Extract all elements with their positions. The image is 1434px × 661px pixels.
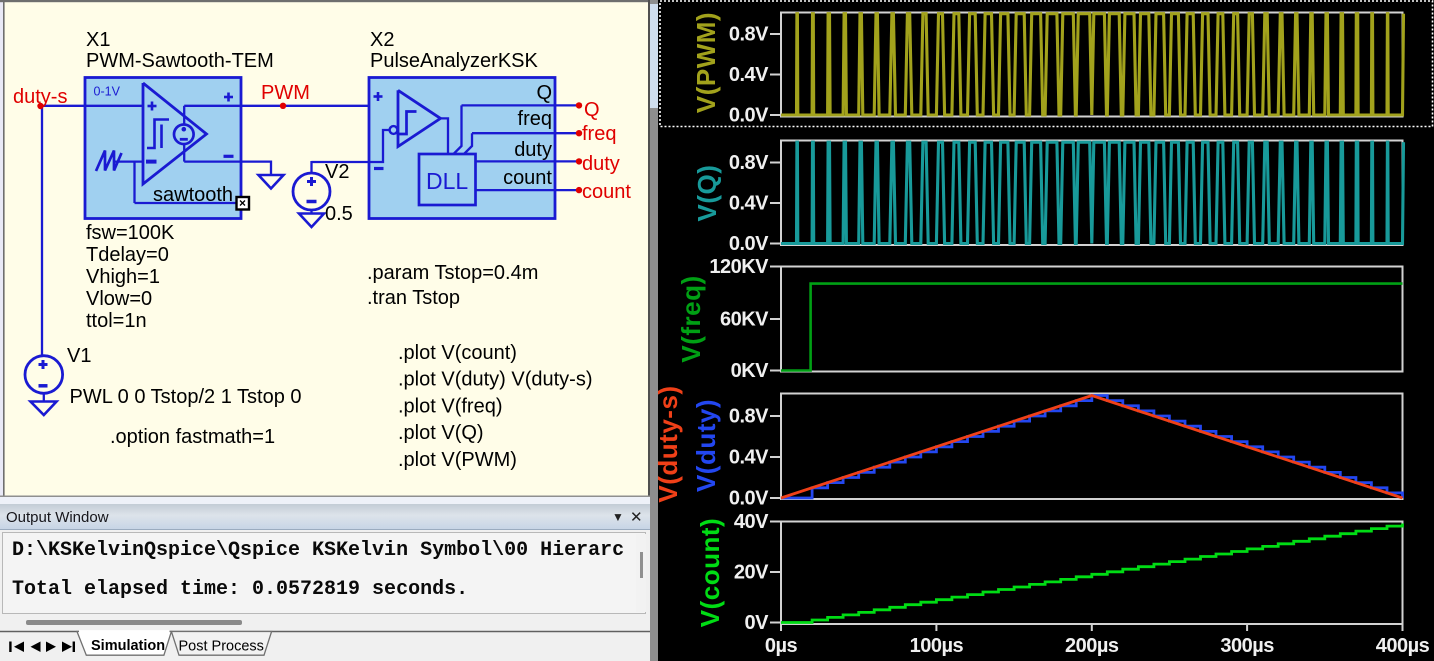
svg-text:0.4V: 0.4V <box>729 447 769 469</box>
svg-text:0.0V: 0.0V <box>729 233 769 255</box>
svg-text:Q: Q <box>584 99 600 121</box>
svg-text:V(count): V(count) <box>695 518 725 627</box>
svg-text:0V: 0V <box>745 612 770 634</box>
svg-text:X2: X2 <box>370 29 394 51</box>
svg-text:.plot V(PWM): .plot V(PWM) <box>398 449 517 471</box>
svg-text:0µs: 0µs <box>765 635 798 657</box>
svg-text:freq: freq <box>518 108 552 130</box>
svg-text:PWM-Sawtooth-TEM: PWM-Sawtooth-TEM <box>86 50 274 72</box>
svg-text:.plot V(count): .plot V(count) <box>398 342 517 364</box>
svg-text:X1: X1 <box>86 29 110 51</box>
svg-text:fsw=100K: fsw=100K <box>86 222 175 244</box>
svg-text:0.5: 0.5 <box>325 203 353 225</box>
svg-text:count: count <box>503 167 552 189</box>
svg-text:200µs: 200µs <box>1065 635 1119 657</box>
svg-text:0.8V: 0.8V <box>729 406 769 428</box>
svg-text:0.0V: 0.0V <box>729 488 769 510</box>
svg-text:.plot V(Q): .plot V(Q) <box>398 422 484 444</box>
svg-text:ttol=1n: ttol=1n <box>86 310 147 332</box>
svg-text:Tdelay=0: Tdelay=0 <box>86 244 169 266</box>
svg-text:120KV: 120KV <box>709 256 769 278</box>
svg-text:DLL: DLL <box>426 168 468 194</box>
svg-text:Vhigh=1: Vhigh=1 <box>86 266 160 288</box>
svg-text:V(PWM): V(PWM) <box>691 12 721 113</box>
svg-text:0.4V: 0.4V <box>729 64 769 86</box>
svg-text:PulseAnalyzerKSK: PulseAnalyzerKSK <box>370 50 539 72</box>
svg-text:Simulation: Simulation <box>91 638 165 654</box>
svg-text:PWL 0 0 Tstop/2 1 Tstop 0: PWL 0 0 Tstop/2 1 Tstop 0 <box>70 386 302 408</box>
svg-text:count: count <box>582 181 631 203</box>
svg-text:0.4V: 0.4V <box>729 193 769 215</box>
svg-text:duty: duty <box>514 139 552 161</box>
svg-text:Post Process: Post Process <box>179 638 264 654</box>
svg-text:40V: 40V <box>734 511 769 533</box>
svg-text:duty: duty <box>582 153 620 175</box>
svg-text:300µs: 300µs <box>1220 635 1274 657</box>
svg-text:Q: Q <box>536 82 552 104</box>
svg-text:.plot V(duty) V(duty-s): .plot V(duty) V(duty-s) <box>398 369 593 391</box>
svg-text:.plot V(freq): .plot V(freq) <box>398 395 502 417</box>
svg-text:freq: freq <box>582 123 616 145</box>
svg-text:.param Tstop=0.4m: .param Tstop=0.4m <box>367 262 538 284</box>
svg-text:0.8V: 0.8V <box>729 152 769 174</box>
svg-text:Vlow=0: Vlow=0 <box>86 288 152 310</box>
svg-text:0KV: 0KV <box>731 360 770 382</box>
svg-text:20V: 20V <box>734 562 769 584</box>
svg-text:400µs: 400µs <box>1376 635 1430 657</box>
svg-text:V1: V1 <box>67 345 91 367</box>
svg-text:100µs: 100µs <box>910 635 964 657</box>
svg-text:V(duty): V(duty) <box>691 399 721 492</box>
svg-text:60KV: 60KV <box>720 309 769 331</box>
svg-text:V(freq): V(freq) <box>676 275 706 362</box>
svg-text:.tran Tstop: .tran Tstop <box>367 287 460 309</box>
svg-text:V(duty-s): V(duty-s) <box>658 385 683 502</box>
svg-text:duty-s: duty-s <box>13 86 67 108</box>
svg-text:V2: V2 <box>325 161 349 183</box>
svg-text:sawtooth: sawtooth <box>153 184 233 206</box>
svg-text:0-1V: 0-1V <box>94 85 121 99</box>
svg-text:0.0V: 0.0V <box>729 105 769 127</box>
svg-text:.option fastmath=1: .option fastmath=1 <box>110 426 275 448</box>
svg-text:V(Q): V(Q) <box>692 165 722 222</box>
svg-text:PWM: PWM <box>261 82 310 104</box>
svg-text:0.8V: 0.8V <box>729 24 769 46</box>
